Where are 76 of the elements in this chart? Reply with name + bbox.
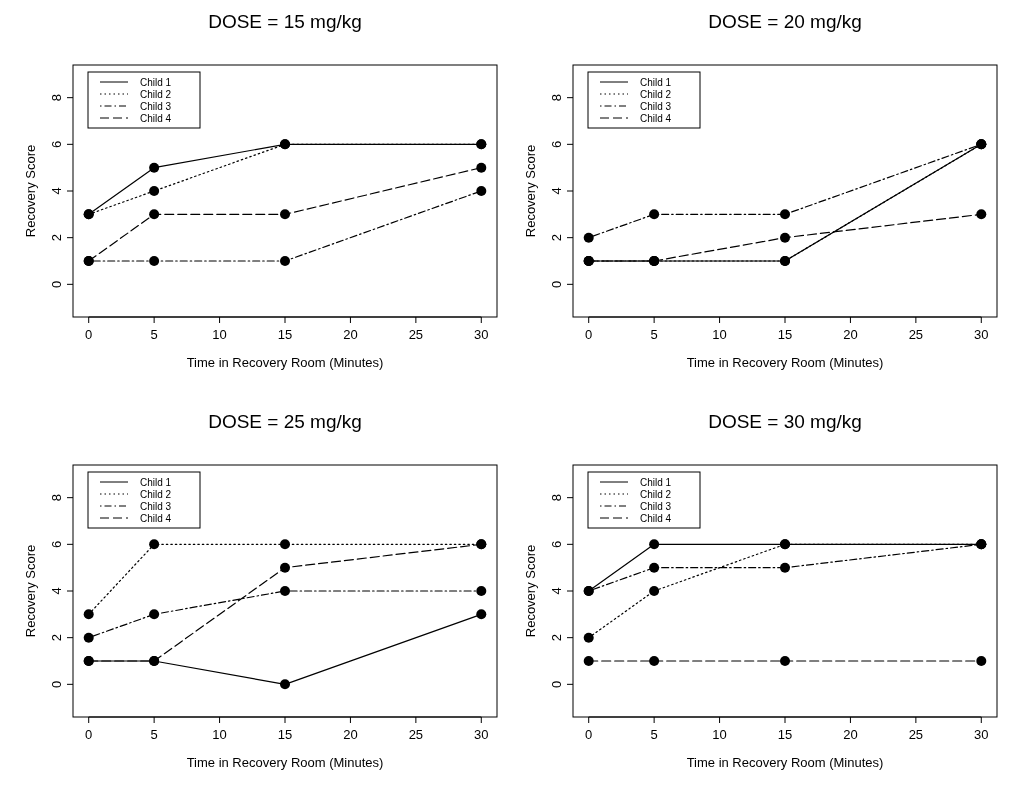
legend-label: Child 2 (140, 89, 172, 100)
legend-label: Child 3 (140, 501, 172, 512)
y-tick-label: 6 (549, 540, 564, 548)
legend-label: Child 1 (140, 477, 172, 488)
x-tick-label: 5 (150, 727, 158, 742)
chart-title: DOSE = 20 mg/kg (708, 11, 862, 32)
legend-label: Child 3 (640, 101, 672, 112)
y-tick-label: 0 (549, 680, 564, 688)
chart-title: DOSE = 30 mg/kg (708, 411, 862, 432)
y-tick-label: 0 (549, 280, 564, 288)
y-tick-label: 4 (549, 587, 564, 595)
legend-label: Child 4 (640, 513, 672, 524)
legend-label: Child 3 (640, 501, 672, 512)
x-tick-label: 20 (843, 327, 858, 342)
y-axis-title: Recovery Score (523, 144, 538, 238)
y-tick-label: 6 (49, 140, 64, 148)
x-axis-title: Time in Recovery Room (Minutes) (686, 755, 884, 770)
y-axis-title: Recovery Score (523, 544, 538, 638)
x-tick-label: 20 (343, 327, 358, 342)
y-axis-title: Recovery Score (23, 544, 38, 638)
x-tick-label: 20 (343, 727, 358, 742)
x-tick-label: 10 (212, 727, 227, 742)
x-tick-label: 0 (585, 727, 593, 742)
x-tick-label: 15 (277, 727, 293, 742)
y-axis-title: Recovery Score (23, 144, 38, 238)
y-tick-label: 8 (49, 94, 64, 102)
y-tick-label: 4 (549, 187, 564, 195)
x-axis-title: Time in Recovery Room (Minutes) (686, 355, 884, 370)
legend-label: Child 1 (640, 77, 672, 88)
legend-label: Child 2 (640, 489, 672, 500)
y-tick-label: 0 (49, 280, 64, 288)
legend-label: Child 2 (140, 489, 172, 500)
y-tick-label: 2 (549, 634, 564, 642)
x-tick-label: 15 (277, 327, 293, 342)
x-tick-label: 15 (777, 327, 793, 342)
y-tick-label: 2 (549, 234, 564, 242)
x-axis-title: Time in Recovery Room (Minutes) (186, 355, 384, 370)
y-tick-label: 8 (549, 494, 564, 502)
y-tick-label: 4 (49, 187, 64, 195)
x-tick-label: 25 (908, 727, 924, 742)
y-tick-label: 6 (549, 140, 564, 148)
chart-title: DOSE = 15 mg/kg (208, 11, 362, 32)
y-tick-label: 2 (49, 634, 64, 642)
x-tick-label: 30 (474, 327, 489, 342)
x-tick-label: 30 (474, 727, 489, 742)
legend-label: Child 3 (140, 101, 172, 112)
legend-label: Child 1 (140, 77, 172, 88)
legend-label: Child 4 (140, 513, 172, 524)
x-tick-label: 0 (85, 327, 93, 342)
chart-title: DOSE = 25 mg/kg (208, 411, 362, 432)
x-tick-label: 25 (408, 327, 424, 342)
y-tick-label: 6 (49, 540, 64, 548)
y-tick-label: 0 (49, 680, 64, 688)
y-tick-label: 8 (549, 94, 564, 102)
x-tick-label: 5 (150, 327, 158, 342)
x-tick-label: 25 (908, 327, 924, 342)
x-tick-label: 10 (712, 327, 727, 342)
x-tick-label: 30 (974, 327, 989, 342)
legend-label: Child 2 (640, 89, 672, 100)
x-tick-label: 10 (712, 727, 727, 742)
legend-label: Child 1 (640, 477, 672, 488)
x-tick-label: 20 (843, 727, 858, 742)
x-tick-label: 30 (974, 727, 989, 742)
x-tick-label: 0 (85, 727, 93, 742)
y-tick-label: 2 (49, 234, 64, 242)
legend-label: Child 4 (140, 113, 172, 124)
x-tick-label: 25 (408, 727, 424, 742)
x-tick-label: 0 (585, 327, 593, 342)
x-tick-label: 5 (650, 727, 658, 742)
y-tick-label: 4 (49, 587, 64, 595)
legend-label: Child 4 (640, 113, 672, 124)
x-axis-title: Time in Recovery Room (Minutes) (186, 755, 384, 770)
y-tick-label: 8 (49, 494, 64, 502)
x-tick-label: 15 (777, 727, 793, 742)
x-tick-label: 5 (650, 327, 658, 342)
x-tick-label: 10 (212, 327, 227, 342)
